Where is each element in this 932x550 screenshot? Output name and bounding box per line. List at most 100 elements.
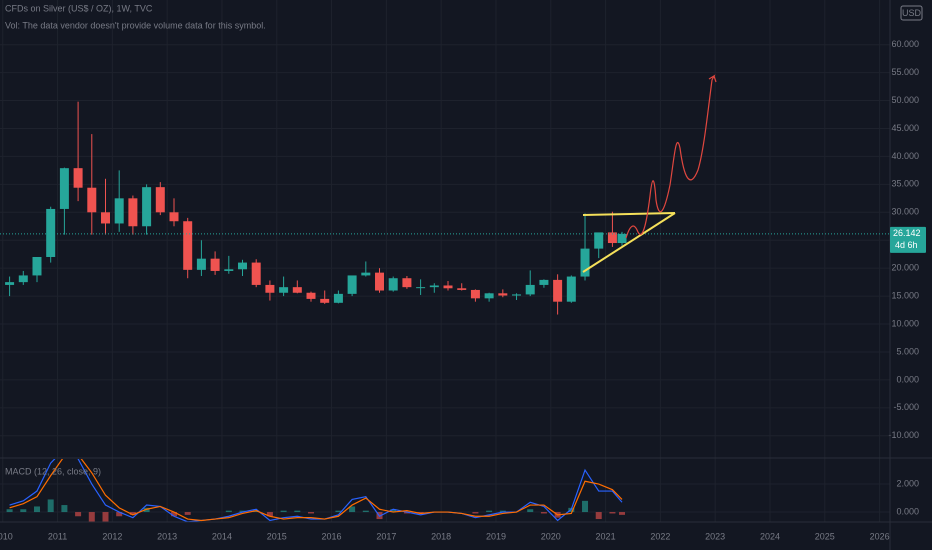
candle-body [265, 284, 275, 293]
histogram-bar [266, 512, 273, 517]
x-tick-label: 2021 [596, 531, 616, 541]
y-tick-label: 50.000 [891, 95, 919, 105]
candle-body [347, 275, 357, 294]
y-tick-label: 5.000 [896, 346, 919, 356]
trend-line [582, 212, 676, 216]
candle-body [32, 256, 42, 276]
chart-title: CFDs on Silver (US$ / OZ), 1W, TVC [5, 3, 153, 13]
projection-drawing [625, 74, 717, 239]
x-tick-label: 2011 [48, 531, 67, 541]
y-tick-label: 0.000 [896, 506, 919, 516]
histogram-bar [527, 509, 534, 513]
candle-body [87, 187, 97, 213]
candle-body [470, 289, 480, 299]
histogram-bar [61, 505, 68, 513]
macd-line [9, 459, 623, 522]
x-tick-label: 2017 [376, 531, 396, 541]
candle-body [484, 293, 494, 299]
histogram-bar [116, 512, 123, 517]
histogram-bar [294, 510, 301, 513]
candle-body [18, 275, 28, 283]
y-tick-label: 55.000 [891, 67, 919, 77]
candle-body [5, 282, 15, 285]
y-tick-label: -5.000 [893, 402, 919, 412]
x-tick-label: 2024 [760, 531, 780, 541]
candle-body [306, 292, 316, 299]
histogram-bar [102, 512, 109, 522]
histogram-bar [595, 512, 602, 520]
histogram-bar [47, 499, 54, 513]
histogram-bar [6, 509, 13, 513]
macd-line [9, 459, 623, 522]
countdown: 4d 6h [895, 240, 918, 250]
histogram-bar [129, 512, 136, 515]
candle-body [183, 221, 193, 270]
macd-title: MACD (12, 26, close, 9) [5, 466, 101, 476]
candle-body [142, 187, 152, 227]
histogram-bar [619, 512, 626, 515]
candle-body [457, 288, 467, 290]
candle-body [498, 293, 508, 296]
histogram-bar [609, 512, 616, 514]
x-tick-label: 2020 [541, 531, 561, 541]
candle-body [361, 272, 371, 276]
candle-body [155, 187, 165, 213]
candle-body [100, 212, 110, 224]
candle-body [320, 298, 330, 303]
x-tick-label: 2010 [0, 531, 13, 541]
histogram-bar [170, 512, 177, 517]
histogram-bar [33, 506, 40, 513]
currency[interactable]: USD [902, 8, 922, 18]
histogram-bar [486, 510, 493, 513]
y-tick-label: 40.000 [891, 151, 919, 161]
histogram-bar [184, 512, 191, 515]
histogram-bar [582, 500, 589, 513]
y-tick-label: 15.000 [891, 290, 919, 300]
x-tick-label: 2018 [431, 531, 451, 541]
candle-body [388, 278, 398, 291]
drawings [582, 74, 717, 273]
candle-body [46, 208, 56, 257]
y-tick-label: 20.000 [891, 263, 919, 273]
last-price-box [890, 226, 926, 253]
candle-body [333, 293, 343, 303]
histogram-bar [390, 509, 397, 513]
y-tick-label: 35.000 [891, 179, 919, 189]
x-tick-label: 2026 [870, 531, 890, 541]
candle-body [169, 212, 179, 222]
candle-body [196, 258, 206, 270]
y-tick-label: 10.000 [891, 318, 919, 328]
histogram-bar [362, 510, 369, 513]
histogram-bar [417, 512, 424, 514]
x-tick-label: 2016 [322, 531, 342, 541]
x-tick-label: 2015 [267, 531, 287, 541]
x-tick-label: 2012 [102, 531, 122, 541]
candle-body [580, 248, 590, 277]
y-tick-label: 2.000 [896, 478, 919, 488]
histogram-bar [403, 512, 410, 514]
candle-body [59, 168, 69, 209]
candle-body [292, 287, 302, 293]
histogram-bar [499, 510, 506, 513]
candle-body [553, 279, 563, 302]
candle-body [279, 287, 289, 293]
candle-body [617, 233, 627, 244]
candle-body [512, 294, 522, 296]
histogram-bar [472, 512, 479, 514]
candle-body [443, 285, 453, 289]
histogram-bar [540, 512, 547, 514]
candle-body [539, 279, 549, 285]
histogram-bar [308, 512, 315, 514]
x-tick-label: 2019 [486, 531, 506, 541]
y-tick-label: 30.000 [891, 207, 919, 217]
candle-body [402, 278, 412, 288]
y-tick-label: 0.000 [896, 374, 919, 384]
candle-body [594, 232, 604, 249]
candle-body [238, 262, 248, 270]
currency-box[interactable] [900, 5, 923, 21]
candle-body [210, 258, 220, 271]
histogram-bar [253, 510, 260, 513]
histogram-bar [280, 510, 287, 513]
histogram-bar [335, 510, 342, 513]
